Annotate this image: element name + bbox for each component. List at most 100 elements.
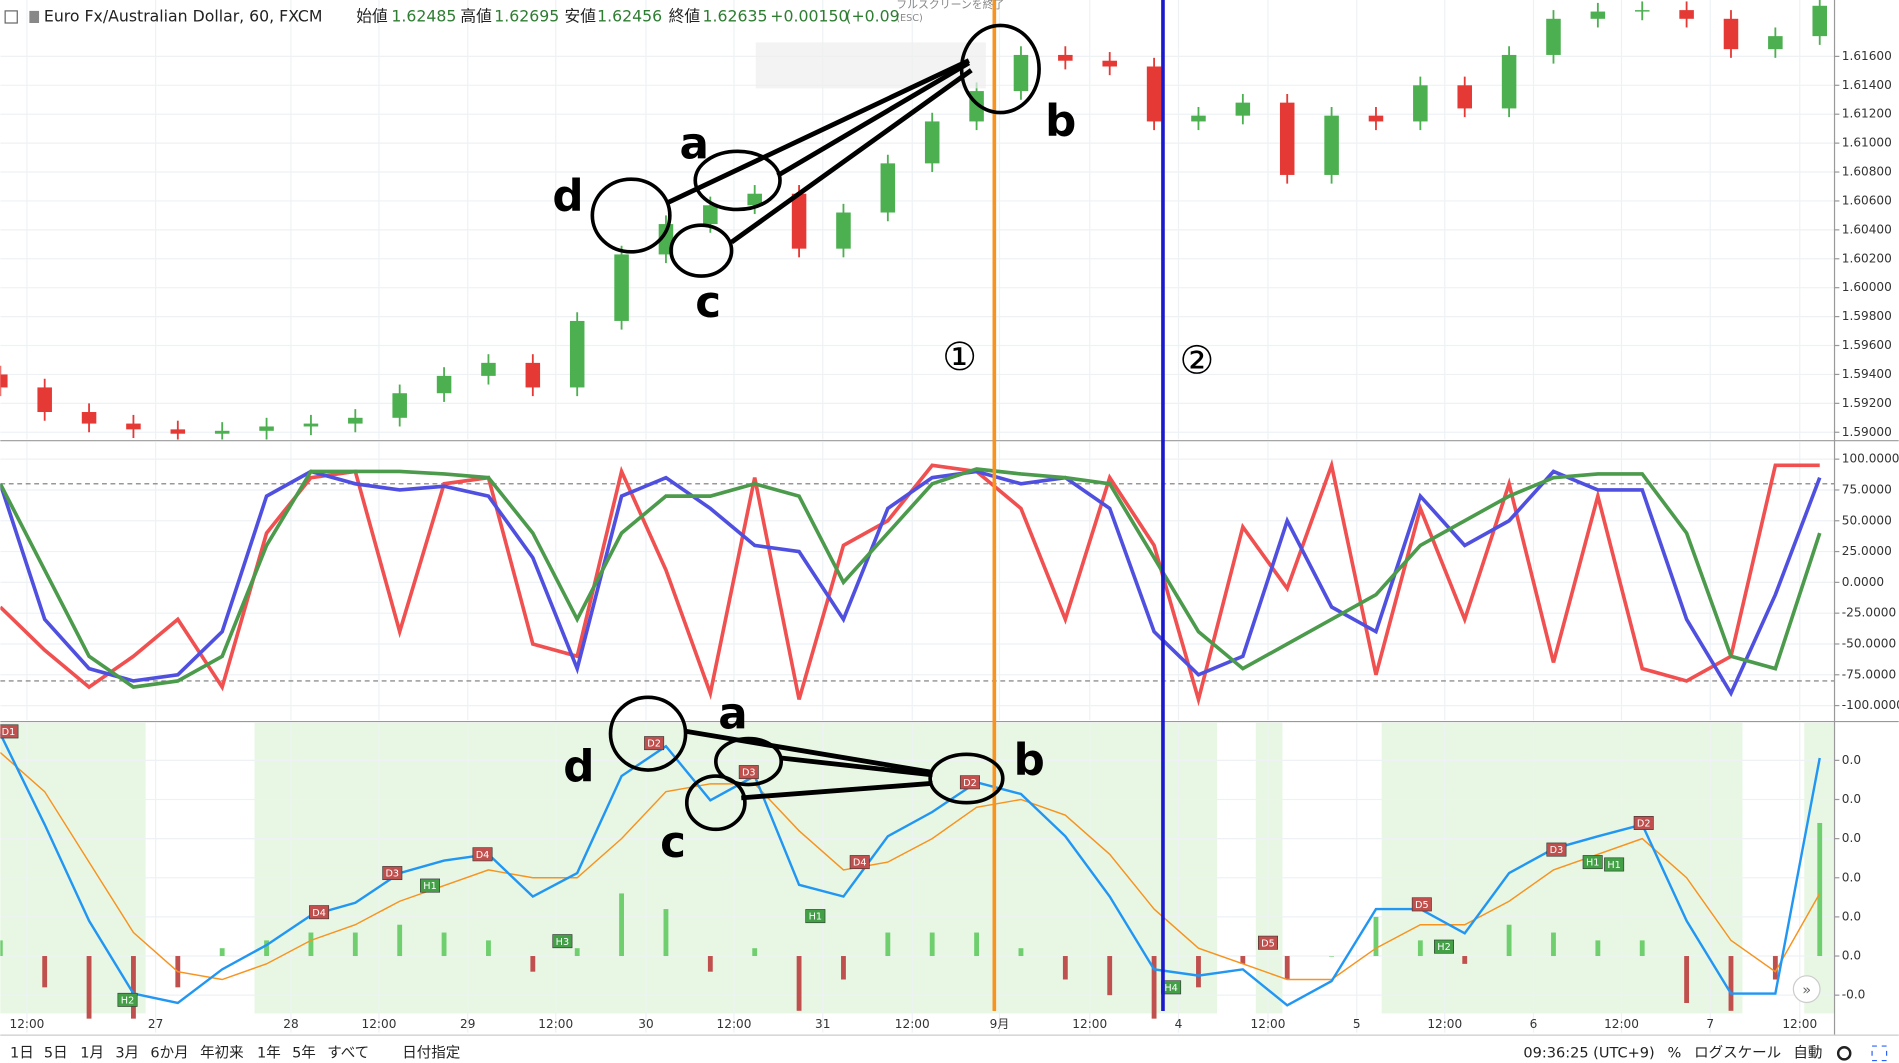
- histogram-bar: [574, 948, 580, 957]
- candle-body: [703, 205, 718, 225]
- signal-label: D4: [476, 850, 490, 861]
- x-tick-label: 7: [1706, 1017, 1714, 1031]
- auto-button[interactable]: 自動: [1793, 1044, 1822, 1061]
- y-tick-label: 0.0: [1842, 949, 1861, 963]
- x-tick-label: 9月: [990, 1017, 1010, 1031]
- fullscreen-icon[interactable]: [1871, 1045, 1888, 1062]
- date-button[interactable]: 日付指定: [402, 1044, 460, 1061]
- candle-body: [1723, 18, 1739, 50]
- histogram-bar: [1551, 932, 1556, 957]
- symbol-icon: [29, 10, 40, 24]
- histogram-bar: [752, 948, 758, 957]
- annotation-shapes: [590, 23, 1041, 832]
- histogram-bar: [796, 956, 802, 1011]
- range-button[interactable]: 1日: [10, 1045, 34, 1061]
- expand-icon[interactable]: [4, 10, 18, 24]
- annotation-b: b: [1045, 96, 1076, 146]
- y-tick-label: 0.0: [1842, 831, 1861, 845]
- candle-body: [747, 193, 762, 206]
- candle-body: [392, 393, 407, 418]
- range-button[interactable]: 5日: [44, 1045, 68, 1061]
- histogram-bar: [308, 932, 314, 957]
- candle-body: [1368, 115, 1384, 122]
- candle-body: [1146, 66, 1162, 122]
- signal-label: D1: [2, 727, 16, 738]
- y-tick-label: 0.0: [1842, 870, 1861, 884]
- fullscreen-hint: フルスクリーンを終了: [896, 0, 1004, 11]
- signal-label: H1: [1607, 860, 1620, 871]
- candle-body: [1279, 102, 1295, 175]
- histogram-bar: [1684, 956, 1690, 1003]
- candle-body: [880, 163, 896, 213]
- candle-body: [481, 362, 496, 376]
- y-tick-label: 50.0000: [1842, 513, 1892, 527]
- histogram-bar: [1151, 956, 1157, 1019]
- range-button[interactable]: 5年: [292, 1044, 316, 1061]
- range-button[interactable]: すべて: [327, 1044, 369, 1061]
- candle-body: [1634, 10, 1650, 12]
- candle-body: [1058, 54, 1073, 61]
- histogram-bar: [1373, 916, 1379, 957]
- stoch-panel: [0, 441, 1835, 721]
- signal-marker: [959, 775, 980, 790]
- ohlc-readout: 始値 1.62485 高値 1.62695 安値 1.62456 終値 1.62635: [356, 6, 767, 25]
- x-tick-label: 12:00: [1782, 1017, 1817, 1031]
- x-tick-label: 27: [148, 1017, 163, 1031]
- annotation-c: c: [695, 278, 721, 328]
- signal-label: D3: [742, 768, 756, 779]
- range-button[interactable]: 1月: [80, 1045, 104, 1061]
- candle-body: [0, 374, 8, 388]
- y-tick-label: 1.60000: [1842, 280, 1892, 294]
- range-button[interactable]: 1年: [257, 1044, 281, 1061]
- log-button[interactable]: ログスケール: [1694, 1044, 1781, 1061]
- histogram-bar: [219, 948, 225, 957]
- y-tick-label: 1.60400: [1842, 222, 1892, 236]
- signal-marker: [1633, 816, 1654, 830]
- histogram-bar: [929, 932, 935, 957]
- candle-body: [1102, 60, 1117, 67]
- signal-marker: [1411, 897, 1432, 912]
- marker-1: ①: [942, 335, 977, 380]
- symbol[interactable]: Euro Fx/Australian Dollar, 60, FXCM: [44, 6, 323, 25]
- annotation-d: d: [563, 742, 594, 792]
- y-tick-label: 0.0: [1842, 792, 1861, 806]
- scroll-button[interactable]: [1792, 975, 1821, 1004]
- x-tick-label: 12:00: [717, 1017, 752, 1031]
- histogram-bar: [441, 932, 447, 957]
- signal-marker: [1434, 939, 1455, 954]
- candle-body: [303, 423, 319, 427]
- y-tick-label: 25.0000: [1842, 544, 1892, 558]
- overlay-button[interactable]: [755, 42, 986, 89]
- range-button[interactable]: 3月: [115, 1045, 139, 1061]
- histogram-bar: [1062, 956, 1068, 980]
- candle-body: [1679, 10, 1694, 19]
- signal-label: H1: [809, 912, 822, 923]
- x-tick-label: 4: [1175, 1017, 1183, 1031]
- range-button[interactable]: 年初来: [200, 1044, 244, 1061]
- field-value: 1.62695: [494, 6, 559, 25]
- percent-button[interactable]: %: [1667, 1045, 1681, 1061]
- field-value: 1.62635: [703, 6, 768, 25]
- histogram-bar: [530, 956, 536, 972]
- histogram-bar: [841, 956, 846, 980]
- range-button[interactable]: 6か月: [150, 1044, 188, 1061]
- y-tick-label: 0.0: [1842, 753, 1861, 767]
- histogram-bar: [1772, 956, 1778, 980]
- signal-label: D2: [1637, 819, 1651, 830]
- histogram-bar: [486, 940, 491, 957]
- candle-body: [37, 387, 52, 413]
- histogram-bar: [1284, 956, 1290, 980]
- signal-label: D3: [1550, 845, 1564, 856]
- histogram-bar: [1196, 956, 1201, 988]
- x-tick-label: 30: [638, 1017, 653, 1031]
- y-tick-label: -100.0000: [1842, 698, 1899, 712]
- settings-icon[interactable]: [1836, 1046, 1852, 1061]
- annotation-b: b: [1014, 736, 1045, 786]
- candle-body: [81, 412, 97, 424]
- annotation-d: d: [552, 172, 583, 222]
- esc-hint: (ESC): [896, 13, 923, 24]
- histogram-bar: [1240, 956, 1246, 964]
- histogram-bar: [1506, 924, 1512, 957]
- candle-body: [1546, 18, 1561, 55]
- candle-body: [1768, 36, 1783, 50]
